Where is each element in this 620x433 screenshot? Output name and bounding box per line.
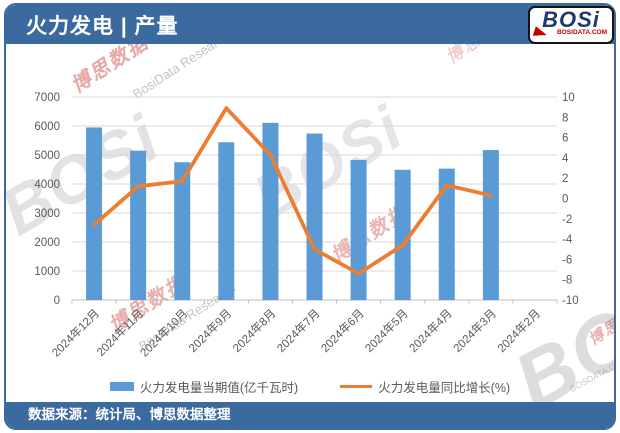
bar-month-7: [394, 169, 411, 300]
bar-month-1: [130, 150, 147, 300]
bar-month-9: [482, 150, 499, 300]
month-label: 2024年5月: [362, 306, 411, 355]
left-axis-tick-label: 1000: [34, 266, 60, 278]
month-label: 2024年4月: [406, 306, 455, 355]
left-axis-tick-label: 3000: [34, 208, 60, 220]
bosi-logo-text: BOSi: [542, 7, 600, 32]
month-label: 2024年3月: [450, 306, 499, 355]
month-label: 2024年8月: [230, 306, 279, 355]
page-title: 火力发电 | 产量: [26, 14, 179, 38]
bar-swatch-icon: [109, 382, 134, 391]
line-swatch-icon: [340, 385, 373, 388]
month-label: 2024年2月: [494, 306, 543, 355]
month-label: 2024年6月: [318, 306, 367, 355]
bosi-logo: BOSi BOSIDATA.COM: [528, 6, 614, 44]
left-axis-tick-label: 2000: [34, 237, 60, 249]
right-axis-tick-label: 8: [562, 112, 568, 124]
left-axis-tick-label: 6000: [34, 121, 60, 133]
legend-item-line: 火力发电量同比增长(%): [340, 377, 510, 396]
legend-label-line: 火力发电量同比增长(%): [378, 381, 511, 395]
legend-item-bar: 火力发电量当期值(亿千瓦时): [109, 377, 299, 396]
right-axis-tick-label: 10: [562, 92, 575, 104]
bar-month-0: [86, 127, 103, 300]
month-label: 2024年10月: [137, 306, 190, 359]
right-axis-tick-label: 0: [562, 194, 568, 206]
bosi-logo-domain: BOSIDATA.COM: [557, 29, 607, 36]
right-axis-tick-label: -2: [562, 214, 572, 226]
bar-month-5: [306, 133, 323, 300]
growth-line: [92, 106, 493, 276]
footer-bar: 数据来源：统计局、博思数据整理: [6, 402, 614, 428]
right-axis-tick-label: 6: [562, 133, 568, 145]
right-axis-tick-label: 2: [562, 173, 568, 185]
left-axis-tick-label: 7000: [34, 92, 60, 104]
bar-month-6: [350, 159, 367, 300]
left-axis-tick-label: 0: [54, 295, 60, 307]
header-bar: 火力发电 | 产量: [6, 5, 614, 44]
month-label: 2024年9月: [186, 306, 235, 355]
bar-month-8: [438, 168, 455, 300]
bar-month-2: [174, 162, 191, 300]
legend-label-bar: 火力发电量当期值(亿千瓦时): [139, 381, 299, 395]
left-axis-tick-label: 4000: [34, 179, 60, 191]
right-axis-tick-label: -6: [562, 254, 572, 266]
right-axis-tick-label: -8: [562, 275, 572, 287]
month-label: 2024年12月: [49, 306, 102, 359]
month-label: 2024年7月: [274, 306, 323, 355]
right-axis-tick-label: 4: [562, 153, 569, 165]
combo-chart: 0 1000 2000 3000 4000 5000 6000 7000 -10 -8 -6 -4 -2…: [34, 92, 579, 360]
right-axis-tick-label: -10: [562, 295, 579, 307]
chart-legend: 火力发电量当期值(亿千瓦时) 火力发电量同比增长(%): [6, 377, 614, 396]
right-axis-tick-label: -4: [562, 234, 573, 246]
left-axis-tick-label: 5000: [34, 150, 60, 162]
data-source-text: 数据来源：统计局、博思数据整理: [28, 407, 231, 422]
bar-month-3: [218, 142, 235, 300]
